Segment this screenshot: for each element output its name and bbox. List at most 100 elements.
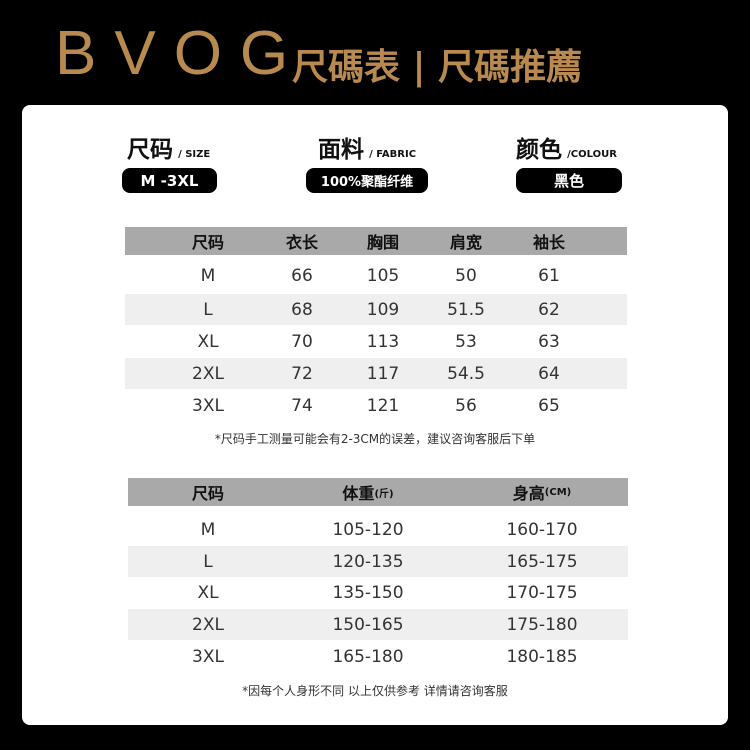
cell-text: 身高 xyxy=(512,484,545,503)
cell-text: 尺码 xyxy=(191,484,224,503)
spec-label: 尺码 xyxy=(127,137,173,163)
cell-text: 65 xyxy=(538,395,560,416)
table-cell: 袖长 xyxy=(494,227,604,255)
table-cell: 64 xyxy=(494,358,604,389)
table-cell: 117 xyxy=(328,358,438,389)
table-cell: 尺码 xyxy=(153,478,263,506)
table-cell: 72 xyxy=(247,358,357,389)
cell-text: M xyxy=(200,265,216,286)
cell-text: 53 xyxy=(455,331,477,352)
cell-text: XL xyxy=(197,582,219,603)
cell-text: 165-180 xyxy=(332,646,404,667)
measurement-table: 尺码 衣长 胸围 肩宽 袖长 M 66 105 50 61 L 68 109 51.5 62 XL 70 113 5… xyxy=(125,227,627,427)
cell-text: 105 xyxy=(366,265,400,286)
cell-text: M xyxy=(200,519,216,540)
table-cell: 3XL xyxy=(153,390,263,421)
cell-text: 150-165 xyxy=(332,614,404,635)
table-cell: 尺码 xyxy=(153,227,263,255)
cell-text: 117 xyxy=(366,363,400,384)
colour-badge: 黑色 xyxy=(516,168,622,193)
cell-text: XL xyxy=(197,331,219,352)
spec-en: /COLOUR xyxy=(567,149,617,160)
table-cell: 2XL xyxy=(153,609,263,640)
spec-en: / FABRIC xyxy=(369,149,417,160)
cell-text: 62 xyxy=(538,299,560,320)
cell-text: 3XL xyxy=(192,646,224,667)
cell-text: L xyxy=(203,299,213,320)
table-cell: 肩宽 xyxy=(411,227,521,255)
cell-text: 56 xyxy=(455,395,477,416)
table-cell: 53 xyxy=(411,326,521,357)
table-cell: 109 xyxy=(328,294,438,325)
table-row: XL 70 113 53 63 xyxy=(125,326,627,357)
brand-logo: BVOG xyxy=(55,19,307,88)
fabric-badge: 100%聚酯纤维 xyxy=(306,168,428,193)
table-cell: 胸围 xyxy=(328,227,438,255)
table-cell: 衣长 xyxy=(247,227,357,255)
cell-text: 衣长 xyxy=(285,233,318,252)
spec-label: 面料 xyxy=(318,137,364,163)
table-row: 3XL 165-180 180-185 xyxy=(128,641,628,672)
table-cell: 180-185 xyxy=(487,641,597,672)
table-row: M 66 105 50 61 xyxy=(125,260,627,291)
cell-text: 170-175 xyxy=(506,582,578,603)
table-row: 2XL 72 117 54.5 64 xyxy=(125,358,627,389)
spec-en: / SIZE xyxy=(178,149,211,160)
table-cell: 113 xyxy=(328,326,438,357)
table-cell: XL xyxy=(153,326,263,357)
table-cell: 165-175 xyxy=(487,546,597,577)
spec-label: 颜色 xyxy=(516,137,562,163)
table-row: 3XL 74 121 56 65 xyxy=(125,390,627,421)
table-cell: 135-150 xyxy=(313,577,423,608)
cell-text: 胸围 xyxy=(366,233,399,252)
table-cell: M xyxy=(153,514,263,545)
table-cell: 170-175 xyxy=(487,577,597,608)
table-cell: 2XL xyxy=(153,358,263,389)
cell-text: 165-175 xyxy=(506,551,578,572)
table-cell: 体重 (斤) xyxy=(313,478,423,506)
table-row: 2XL 150-165 175-180 xyxy=(128,609,628,640)
table-cell: 150-165 xyxy=(313,609,423,640)
table-header: 尺码 衣长 胸围 肩宽 袖长 xyxy=(125,227,627,255)
table-cell: 66 xyxy=(247,260,357,291)
table-row: L 120-135 165-175 xyxy=(128,546,628,577)
cell-text: 113 xyxy=(366,331,400,352)
spec-colour: 颜色 /COLOUR xyxy=(516,130,716,164)
cell-text: 109 xyxy=(366,299,400,320)
cell-text: 135-150 xyxy=(332,582,404,603)
table-cell: 105-120 xyxy=(313,514,423,545)
cell-text: 105-120 xyxy=(332,519,404,540)
cell-text: 3XL xyxy=(192,395,224,416)
measurement-note: *尺码手工测量可能会有2-3CM的误差，建议咨询客服后下单 xyxy=(214,432,536,446)
table-cell: 105 xyxy=(328,260,438,291)
unit-label: (CM) xyxy=(544,486,572,498)
table-cell: L xyxy=(153,294,263,325)
cell-text: 2XL xyxy=(192,363,224,384)
table-header: 尺码 体重 (斤) 身高 (CM) xyxy=(128,478,628,506)
spec-size: 尺码 / SIZE xyxy=(127,130,327,164)
cell-text: 175-180 xyxy=(506,614,578,635)
table-row: M 105-120 160-170 xyxy=(128,514,628,545)
cell-text: 61 xyxy=(538,265,560,286)
spec-fabric: 面料 / FABRIC xyxy=(318,130,518,164)
cell-text: 袖长 xyxy=(532,233,565,252)
table-cell: 51.5 xyxy=(411,294,521,325)
cell-text: 66 xyxy=(291,265,313,286)
table-cell: 68 xyxy=(247,294,357,325)
table-cell: L xyxy=(153,546,263,577)
cell-text: 51.5 xyxy=(447,299,485,320)
table-cell: 165-180 xyxy=(313,641,423,672)
cell-text: 肩宽 xyxy=(449,233,482,252)
recommendation-note: *因每个人身形不同 以上仅供参考 详情请咨询客服 xyxy=(242,684,508,698)
table-cell: 56 xyxy=(411,390,521,421)
size-range-badge: M -3XL xyxy=(122,168,217,193)
table-cell: 62 xyxy=(494,294,604,325)
table-cell: M xyxy=(153,260,263,291)
table-cell: 160-170 xyxy=(487,514,597,545)
table-cell: 175-180 xyxy=(487,609,597,640)
table-cell: 54.5 xyxy=(411,358,521,389)
cell-text: 160-170 xyxy=(506,519,578,540)
cell-text: 72 xyxy=(291,363,313,384)
table-row: L 68 109 51.5 62 xyxy=(125,294,627,325)
recommendation-table: 尺码 体重 (斤) 身高 (CM) M 105-120 160-170 L 120-135 165-… xyxy=(128,478,628,678)
